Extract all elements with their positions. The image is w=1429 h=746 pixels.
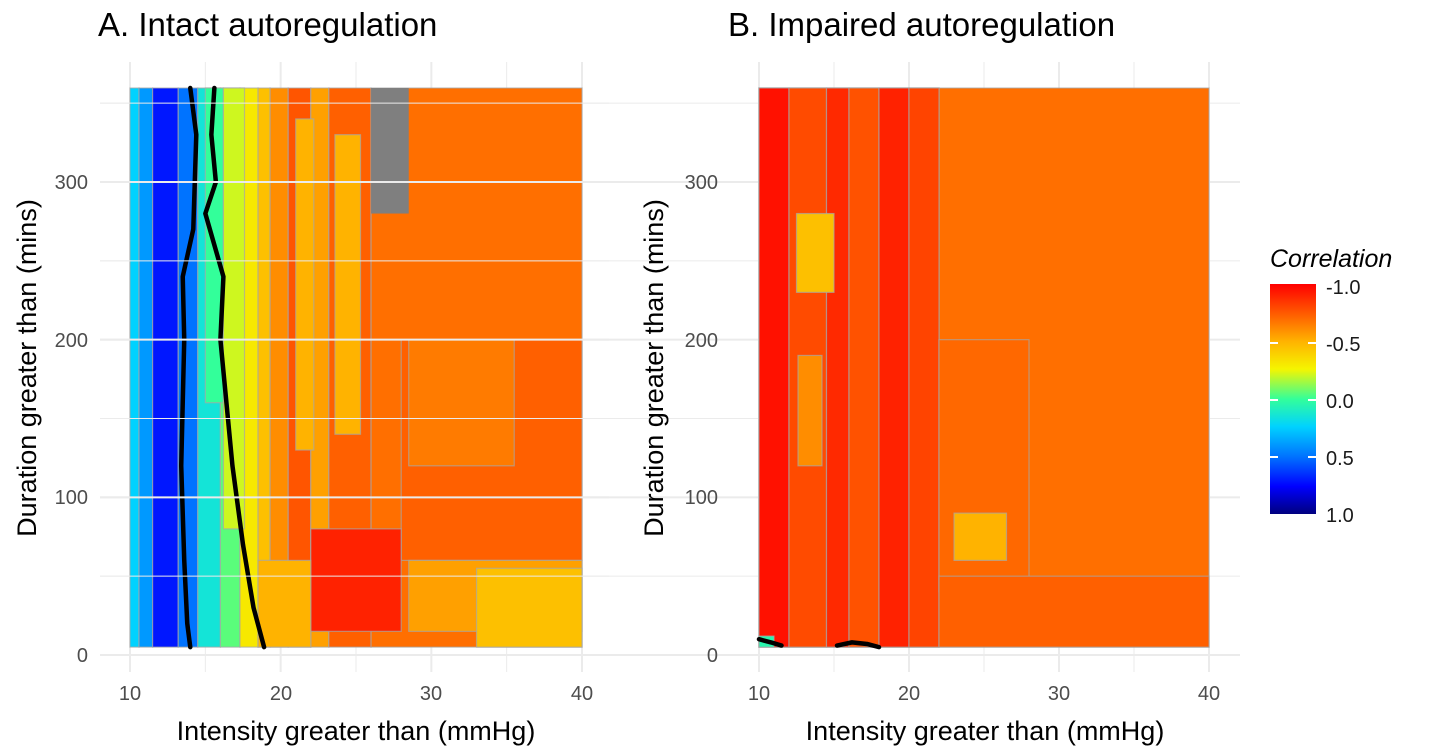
panel-a-x-tick-30: 30 [420, 683, 442, 705]
panel-a-x-tick-40: 40 [571, 683, 593, 705]
legend-label-neg-0-5: -0.5 [1326, 334, 1360, 356]
panel-a-heat-cell [257, 559, 312, 648]
panel-b-heat-cell [848, 87, 880, 648]
panel-b-x-axis-title: Intensity greater than (mmHg) [806, 716, 1165, 746]
legend-label-0-5: 0.5 [1326, 448, 1354, 470]
panel-b-heat-cell [825, 87, 850, 648]
panel-a-y-tick-200: 200 [55, 330, 88, 352]
panel-b-y-tick-100: 100 [685, 487, 718, 509]
panel-b-threshold-contour [756, 636, 784, 648]
panel-b-heat-cell [795, 212, 835, 293]
legend-ticks [1270, 342, 1316, 458]
panel-a-y-ticks: 0 100 200 300 [55, 172, 88, 667]
panel-a-heat-cell [310, 528, 402, 632]
panel-a-heat-cell [129, 87, 140, 648]
panel-b-heat-cell [908, 87, 940, 648]
legend-title: Correlation [1270, 245, 1392, 273]
panel-a-x-tick-10: 10 [119, 683, 141, 705]
panel-b-heat-cell [797, 354, 823, 467]
panel-a-y-tick-100: 100 [55, 487, 88, 509]
legend-label-1: 1.0 [1326, 505, 1354, 527]
panel-a-heat-cell [334, 134, 362, 435]
panel-a-missing-cell [371, 88, 409, 214]
panel-b-heat-cell [758, 87, 790, 648]
panel-b-heat-cell [938, 575, 1210, 648]
panel-b-threshold-contour [834, 640, 882, 650]
panel-b-y-tick-300: 300 [685, 172, 718, 194]
panel-a-heat-cell [408, 339, 515, 467]
panel-b: B. Impaired autoregulation 10 20 30 40 0… [100, 6, 1240, 746]
panel-b-y-ticks: 0 100 200 300 [685, 172, 718, 667]
panel-a: A. Intact autoregulation 10 20 30 40 0 1… [12, 6, 609, 746]
panel-a-heat-cell [152, 87, 179, 648]
panel-a-y-tick-300: 300 [55, 172, 88, 194]
panel-a-y-tick-0: 0 [77, 645, 88, 667]
legend-label-0: 0.0 [1326, 391, 1354, 413]
panel-a-heat-cell [295, 118, 315, 451]
panel-b-y-tick-0: 0 [707, 645, 718, 667]
panel-b-y-tick-200: 200 [685, 330, 718, 352]
panel-b-heatmap [758, 87, 1210, 648]
panel-a-x-tick-20: 20 [270, 683, 292, 705]
panel-a-heat-cell [138, 87, 154, 648]
panel-b-heat-cell [953, 512, 1008, 561]
legend: Correlation -1.0 -0.5 0.0 0.5 1.0 [1270, 245, 1392, 527]
panel-a-x-ticks: 10 20 30 40 [119, 683, 593, 705]
panel-b-x-ticks: 10 20 30 40 [748, 683, 1220, 705]
panel-b-x-tick-30: 30 [1048, 683, 1070, 705]
panel-b-x-tick-40: 40 [1198, 683, 1220, 705]
panel-a-y-axis-title: Duration greater than (mins) [12, 199, 42, 537]
legend-label-neg-1: -1.0 [1326, 277, 1360, 299]
panel-b-threshold-contours [756, 636, 882, 650]
panel-b-x-tick-10: 10 [748, 683, 770, 705]
panel-b-y-axis-title: Duration greater than (mins) [639, 199, 669, 537]
panel-b-title: B. Impaired autoregulation [728, 6, 1115, 43]
panel-b-heat-cell [878, 87, 910, 648]
panel-b-x-tick-20: 20 [898, 683, 920, 705]
panel-a-heat-cell [475, 567, 583, 648]
panel-a-title: A. Intact autoregulation [98, 6, 437, 43]
panel-a-x-axis-title: Intensity greater than (mmHg) [177, 716, 536, 746]
panel-a-heatmap [129, 87, 583, 648]
panel-a-missing-region [371, 88, 409, 214]
